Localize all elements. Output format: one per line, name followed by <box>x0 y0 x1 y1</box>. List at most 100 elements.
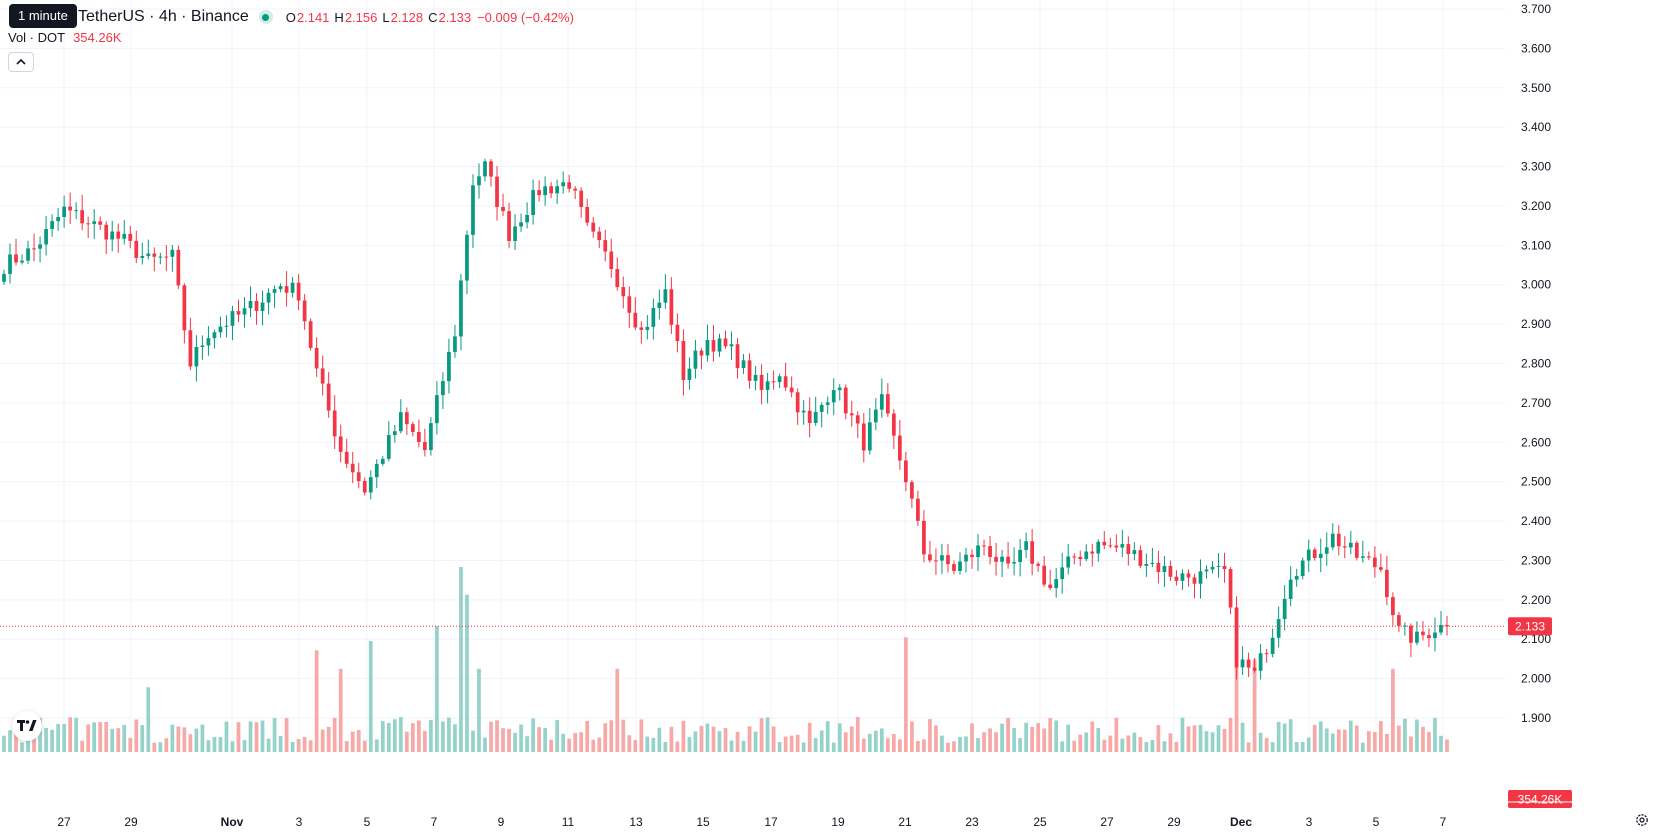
candle-body <box>416 432 421 442</box>
volume-bar <box>242 740 247 752</box>
volume-bar <box>1330 733 1335 752</box>
volume-label[interactable]: Vol · DOT <box>8 30 66 45</box>
price-tick-label: 3.400 <box>1521 120 1551 134</box>
volume-bar <box>759 718 764 752</box>
volume-bar <box>651 737 656 752</box>
candle-body <box>459 280 463 337</box>
candle-body <box>1204 569 1209 572</box>
candle-body <box>386 435 391 459</box>
price-tick-label: 2.700 <box>1521 396 1551 410</box>
volume-bar <box>164 738 169 752</box>
time-tick-label: 5 <box>1373 815 1380 829</box>
volume-bar <box>964 736 968 752</box>
volume-bar <box>507 728 511 752</box>
candle-body <box>477 176 481 186</box>
time-tick-label: 7 <box>1440 815 1447 829</box>
candle-body <box>1024 541 1028 550</box>
candle-body <box>1054 579 1059 589</box>
candle-body <box>663 289 668 303</box>
candle-body <box>489 161 493 177</box>
tradingview-logo-icon[interactable] <box>12 711 42 741</box>
candle-body <box>26 248 30 261</box>
volume-bar <box>597 737 602 752</box>
interval-tooltip: 1 minute <box>9 4 77 28</box>
volume-bar <box>80 740 85 752</box>
volume-bar <box>308 740 313 752</box>
volume-bar <box>891 734 896 752</box>
chart-grid <box>0 0 1505 752</box>
candle-body <box>976 545 980 558</box>
collapse-legend-button[interactable] <box>8 52 34 72</box>
time-tick-label: 7 <box>431 815 438 829</box>
candle-body <box>435 395 439 424</box>
candle-body <box>170 249 175 257</box>
volume-bar <box>843 732 848 752</box>
volume-bar <box>362 740 367 752</box>
volume-bar <box>248 721 253 752</box>
chart-settings-button[interactable] <box>1632 812 1652 832</box>
volume-bar <box>940 735 944 752</box>
volume-bar <box>885 738 890 752</box>
volume-bar <box>849 726 854 752</box>
candle-body <box>1409 625 1413 643</box>
time-axis[interactable]: 27 29 Nov 3 5 7 9 11 13 15 17 19 21 23 25 27 29 Dec 3 5 7 <box>0 801 1678 829</box>
candle-body <box>567 182 572 189</box>
candle-body <box>1378 567 1383 570</box>
market-status-icon <box>258 10 273 24</box>
volume-bar <box>386 722 391 752</box>
candle-body <box>314 347 319 369</box>
volume-bar <box>1072 740 1077 752</box>
candle-body <box>940 555 944 561</box>
volume-bar <box>489 721 493 752</box>
candle-body <box>916 498 920 521</box>
candle-body <box>513 226 517 242</box>
candle-body <box>320 368 325 384</box>
candle-body <box>188 330 193 367</box>
time-tick-label: 9 <box>498 815 505 829</box>
candle-body <box>471 185 475 235</box>
candle-body <box>495 176 499 207</box>
volume-bar <box>735 731 740 752</box>
candle-body <box>579 190 584 208</box>
candle-body <box>1150 562 1155 565</box>
volume-bar <box>585 720 590 752</box>
time-tick-label: 11 <box>562 815 575 829</box>
price-tick-label: 3.200 <box>1521 199 1551 213</box>
symbol-title[interactable]: TetherUS · 4h · Binance <box>78 8 249 25</box>
candle-body <box>879 394 884 410</box>
candle-body <box>278 286 283 290</box>
candle-body <box>1222 565 1227 570</box>
price-axis[interactable]: 1.900 2.000 2.100 2.200 2.300 2.400 2.500 2.600… <box>1505 0 1678 808</box>
volume-bar <box>110 728 115 752</box>
candle-body <box>1108 545 1113 547</box>
candle-body <box>928 554 932 561</box>
candle-body <box>1258 653 1263 671</box>
volume-bar <box>495 720 499 752</box>
volume-bar <box>813 738 818 752</box>
candle-body <box>368 477 373 493</box>
chevron-up-icon <box>16 58 26 65</box>
candle-body <box>964 554 968 562</box>
candle-body <box>38 244 42 249</box>
candle-body <box>777 376 782 383</box>
candle-body <box>260 302 265 311</box>
volume-bar <box>344 741 349 752</box>
volume-bar <box>1012 728 1016 752</box>
candle-body <box>1060 567 1065 580</box>
volume-bar <box>1421 726 1425 752</box>
volume-bar <box>290 741 295 752</box>
candle-body <box>98 221 103 225</box>
gear-icon <box>1636 814 1648 826</box>
volume-bar <box>1216 725 1221 752</box>
volume-bar <box>771 726 776 752</box>
last-volume-label-bg <box>1508 790 1572 808</box>
candle-body <box>537 190 541 196</box>
candle-body <box>1427 635 1431 639</box>
candle-body <box>453 336 457 352</box>
volume-bar <box>302 736 307 752</box>
candle-body <box>1168 565 1173 577</box>
candle-body <box>164 256 169 258</box>
candle-body <box>1072 556 1077 558</box>
volume-bar <box>1174 741 1179 752</box>
